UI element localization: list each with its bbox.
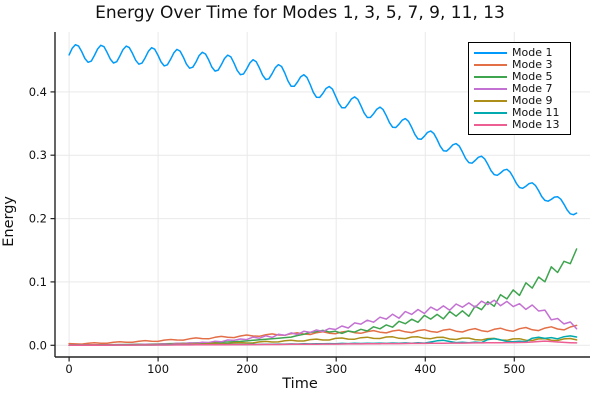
legend-line-sample-mode-5 [474,76,507,78]
x-tick-label: 400 [414,362,436,376]
series-line-mode-13 [68,340,578,346]
legend-label-mode-13: Mode 13 [512,118,560,131]
legend-item-mode-9: Mode 9 [474,95,564,107]
legend-label-mode-9: Mode 9 [512,94,553,107]
legend-label-mode-5: Mode 5 [512,70,553,83]
series-line-mode-1 [68,43,578,216]
legend-line-sample-mode-11 [474,112,507,114]
x-axis-label: Time [282,376,318,392]
legend-line-sample-mode-1 [474,52,507,54]
legend-item-mode-5: Mode 5 [474,71,564,83]
legend-label-mode-3: Mode 3 [512,58,553,71]
y-tick-label: 0.2 [29,212,47,226]
x-tick-label: 200 [236,362,258,376]
x-tick-label: 100 [147,362,169,376]
legend-item-mode-11: Mode 11 [474,107,564,119]
series-line-mode-3 [68,324,578,345]
y-tick-label: 0.0 [29,338,47,352]
series-line-mode-7 [68,299,578,346]
legend-line-sample-mode-13 [474,124,507,126]
legend: Mode 1 Mode 3 Mode 5 Mode 7 Mode 9 Mode 11 Mod… [468,42,571,135]
legend-item-mode-7: Mode 7 [474,83,564,95]
series-line-mode-5 [68,248,578,346]
x-tick-label: 0 [65,362,72,376]
legend-line-sample-mode-9 [474,100,507,102]
legend-item-mode-13: Mode 13 [474,119,564,131]
legend-line-sample-mode-3 [474,64,507,66]
legend-label-mode-1: Mode 1 [512,46,553,59]
legend-item-mode-1: Mode 1 [474,47,564,59]
y-tick-label: 0.4 [29,85,47,99]
legend-label-mode-7: Mode 7 [512,82,553,95]
legend-item-mode-3: Mode 3 [474,59,564,71]
y-tick-label: 0.1 [29,275,47,289]
legend-line-sample-mode-7 [474,88,507,90]
chart-title: Energy Over Time for Modes 1, 3, 5, 7, 9… [95,3,505,23]
x-tick-label: 500 [503,362,525,376]
y-tick-label: 0.3 [29,148,47,162]
x-tick-label: 300 [325,362,347,376]
legend-label-mode-11: Mode 11 [512,106,560,119]
